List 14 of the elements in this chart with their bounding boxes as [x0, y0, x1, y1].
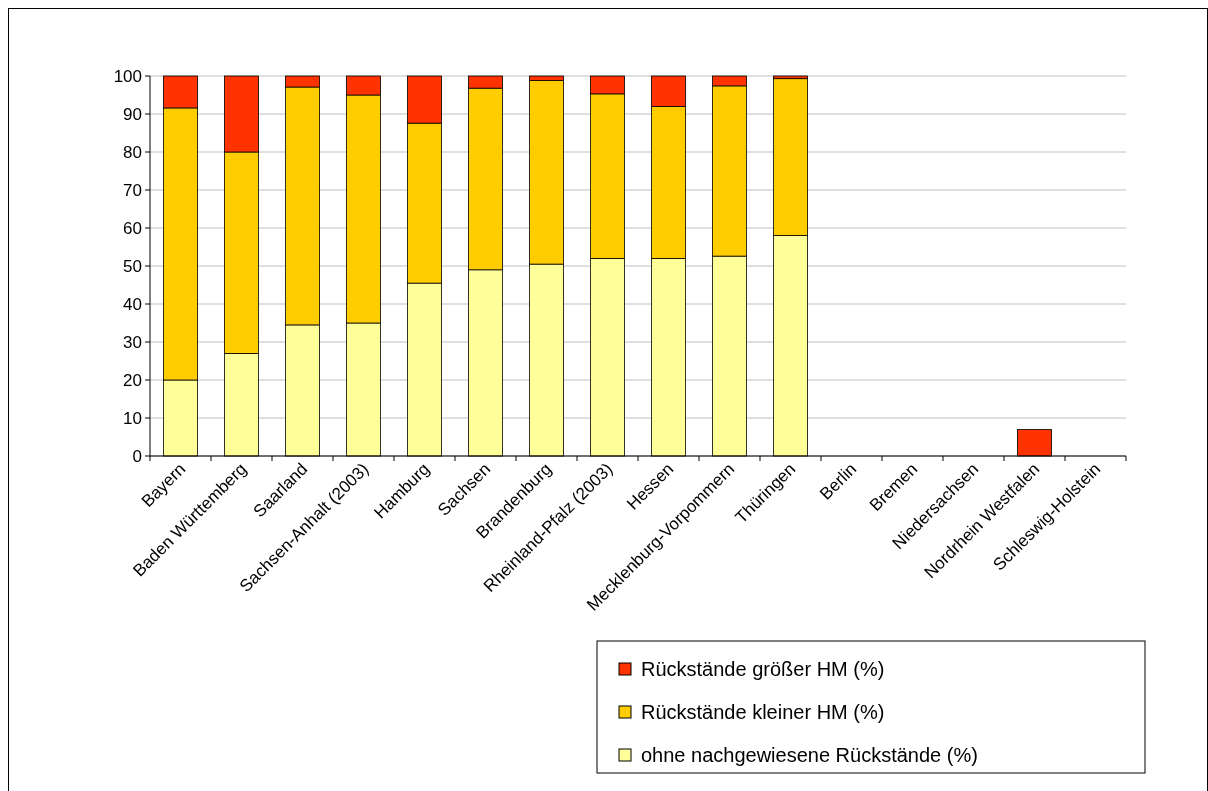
legend-label: ohne nachgewiesene Rückstände (%) [641, 744, 978, 766]
y-tick-label: 20 [123, 370, 142, 390]
y-tick-label: 100 [113, 66, 142, 86]
legend-label: Rückstände kleiner HM (%) [641, 701, 885, 723]
y-tick-label: 90 [123, 104, 142, 124]
y-tick-label: 40 [123, 294, 142, 314]
y-tick-label: 70 [123, 180, 142, 200]
y-tick-label: 80 [123, 142, 142, 162]
y-tick-label: 10 [123, 408, 142, 428]
legend-label: Rückstände größer HM (%) [641, 658, 885, 680]
y-tick-label: 50 [123, 256, 142, 276]
y-tick-label: 30 [123, 332, 142, 352]
y-tick-label: 0 [132, 446, 142, 466]
y-tick-label: 60 [123, 218, 142, 238]
